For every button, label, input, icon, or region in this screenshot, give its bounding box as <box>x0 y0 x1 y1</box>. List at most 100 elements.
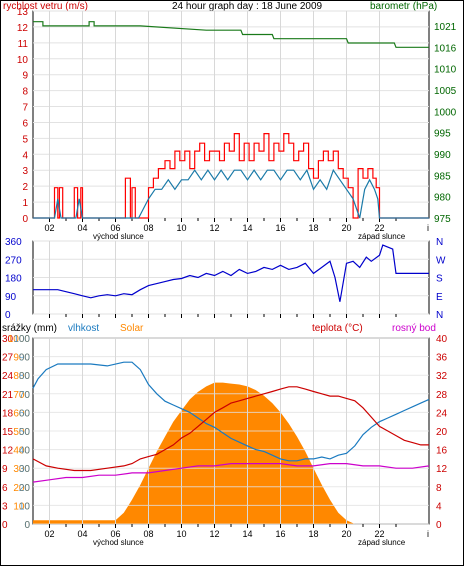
solar-area <box>33 382 429 524</box>
direction-compass-label: N <box>436 310 443 321</box>
rain-tick-label: 30 <box>2 334 14 345</box>
humidity-tick-label: 0 <box>24 520 30 531</box>
temperature-tick-label: 24 <box>436 408 448 419</box>
chart-title: 24 hour graph day : 18 June 2009 <box>172 1 323 12</box>
barometer-tick-label: 995 <box>434 129 451 140</box>
temperature-tick-label: 40 <box>436 334 448 345</box>
direction-compass-label: S <box>436 274 443 285</box>
barometer-axis-label: barometr (hPa) <box>370 1 437 12</box>
barometer-tick-label: 975 <box>434 214 451 225</box>
solar-tick-label: 600 <box>13 408 30 419</box>
rain-tick-label: 18 <box>2 408 14 419</box>
temperature-axis-label: teplota (°C) <box>312 323 363 334</box>
wind-pressure-series <box>33 21 429 219</box>
wind-speed-tick-label: 2 <box>22 182 28 193</box>
humidity-line <box>32 361 430 462</box>
time-tick-label: 18 <box>308 223 318 233</box>
rain-tick-label: 0 <box>2 520 8 531</box>
sunset-label-bottom: západ slunce <box>358 538 406 547</box>
time-tick-end: i <box>427 223 429 233</box>
humidity-tick-label: 70 <box>19 390 31 401</box>
direction-degree-label: 180 <box>5 274 22 285</box>
time-tick-label: 12 <box>209 223 219 233</box>
time-tick-label: 14 <box>242 529 252 539</box>
barometer-tick-label: 1016 <box>434 43 457 54</box>
time-tick-label: 22 <box>374 223 384 233</box>
humidity-tick-label: 30 <box>19 464 31 475</box>
wind-time-tick-labels: 02 04 06 08 10 12 14 16 18 20 22 i <box>44 223 429 233</box>
wind-pressure-grid <box>33 10 429 222</box>
weather-panel: srážky (mm) vlhkost Solar teplota (°C) r… <box>2 323 448 547</box>
temperature-tick-label: 4 <box>436 501 442 512</box>
rain-tick-label: 3 <box>2 501 8 512</box>
time-tick-label: 20 <box>341 529 351 539</box>
time-tick-label: 04 <box>77 529 87 539</box>
wind-direction-grid <box>33 240 429 318</box>
time-tick-label: 02 <box>44 223 54 233</box>
humidity-tick-label: 60 <box>19 408 31 419</box>
time-tick-label: 02 <box>44 529 54 539</box>
solar-tick-label: 1000 <box>8 334 31 345</box>
time-tick-label: 08 <box>143 529 153 539</box>
wind-pressure-panel: rychlost vetru (m/s) 24 hour graph day :… <box>3 1 457 241</box>
humidity-tick-label: 10 <box>19 501 31 512</box>
solar-tick-label: 700 <box>13 390 30 401</box>
time-tick-label: 22 <box>374 529 384 539</box>
time-tick-label: 06 <box>110 529 120 539</box>
temperature-tick-label: 0 <box>436 520 442 531</box>
wind-speed-tick-label: 4 <box>22 150 28 161</box>
solar-tick-label: 800 <box>13 371 30 382</box>
solar-tick-label: 900 <box>13 353 30 364</box>
solar-tick-label: 200 <box>13 483 30 494</box>
time-tick-label: 06 <box>110 223 120 233</box>
wind-speed-tick-label: 0 <box>22 214 28 225</box>
temperature-tick-label: 8 <box>436 483 442 494</box>
humidity-tick-label: 20 <box>19 483 31 494</box>
rain-tick-label: 6 <box>2 483 8 494</box>
wind-direction-line <box>33 244 429 302</box>
wind-speed-tick-label: 11 <box>18 39 29 50</box>
temperature-tick-label: 36 <box>436 353 448 364</box>
solar-axis-label: Solar <box>120 323 144 334</box>
direction-degree-label: 90 <box>5 292 17 303</box>
wind-direction-series <box>33 244 429 302</box>
time-tick-label: 20 <box>341 223 351 233</box>
time-tick-label: 14 <box>242 223 252 233</box>
dewpoint-line <box>32 463 430 483</box>
rain-tick-label: 27 <box>2 353 14 364</box>
barometer-tick-label: 1000 <box>434 107 457 118</box>
barometer-tick-label: 1005 <box>434 86 457 97</box>
rain-tick-label: 9 <box>2 464 8 475</box>
rain-tick-label: 15 <box>2 427 14 438</box>
solar-tick-label: 400 <box>13 446 30 457</box>
sunrise-label: východ slunce <box>93 232 144 241</box>
time-tick-label: 16 <box>275 529 285 539</box>
direction-compass-label: E <box>436 292 443 303</box>
time-tick-end: i <box>427 529 429 539</box>
time-tick-label: 08 <box>143 223 153 233</box>
temperature-tick-label: 12 <box>436 464 448 475</box>
time-tick-label: 04 <box>77 223 87 233</box>
barometer-tick-label: 985 <box>434 171 451 182</box>
dewpoint-axis-label: rosný bod <box>392 323 436 334</box>
barometer-tick-label: 980 <box>434 193 451 204</box>
barometer-tick-label: 1010 <box>434 65 457 76</box>
wind-speed-tick-label: 1 <box>22 198 28 209</box>
solar-tick-label: 500 <box>13 427 30 438</box>
solar-series <box>33 382 429 524</box>
wind-speed-tick-label: 6 <box>22 118 28 129</box>
wind-speed-tick-label: 12 <box>17 23 29 34</box>
humidity-tick-label: 40 <box>19 446 31 457</box>
humidity-axis-label: vlhkost <box>68 323 99 334</box>
barometer-tick-label: 990 <box>434 150 451 161</box>
temperature-tick-label: 32 <box>436 371 448 382</box>
direction-degree-label: 270 <box>5 255 22 266</box>
weather-time-tick-labels: 02 04 06 08 10 12 14 16 18 20 22 i <box>44 529 429 539</box>
pressure-line <box>33 21 429 48</box>
temperature-tick-label: 28 <box>436 390 448 401</box>
